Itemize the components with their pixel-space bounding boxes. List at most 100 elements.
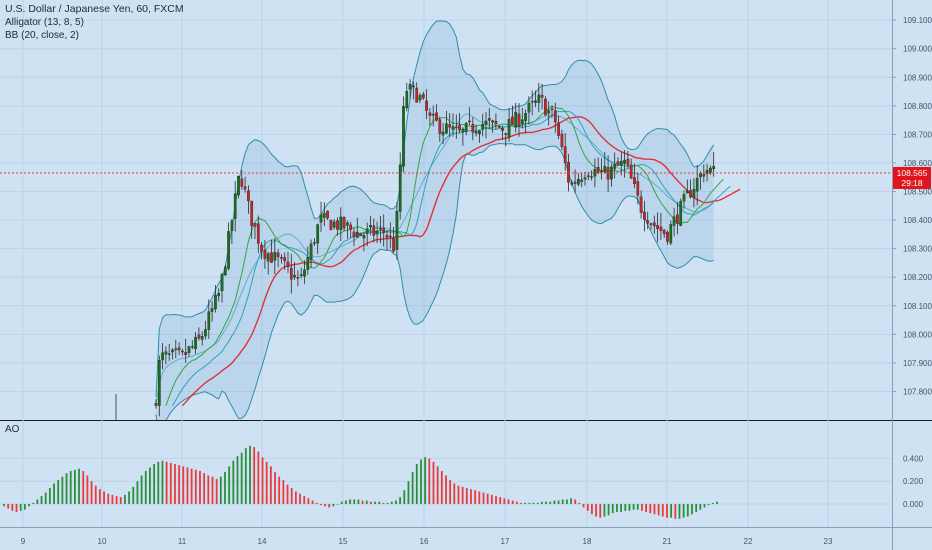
- candle: [689, 179, 692, 199]
- ao-bar: [57, 480, 60, 504]
- ao-bar: [395, 500, 397, 504]
- candle-body: [319, 214, 323, 223]
- ao-bar: [19, 504, 22, 511]
- candle: [573, 169, 577, 193]
- ao-bar: [278, 476, 281, 504]
- candle: [454, 114, 458, 139]
- ao-bar: [32, 502, 35, 504]
- y-tick-label: 108.500: [903, 188, 932, 197]
- candle-body: [431, 113, 435, 116]
- candle-body: [689, 189, 692, 198]
- ao-bar: [378, 501, 381, 504]
- candle: [682, 190, 686, 209]
- candle: [296, 270, 300, 287]
- candle: [481, 113, 485, 137]
- candle: [405, 82, 409, 112]
- ao-bar: [415, 464, 418, 504]
- ao-bar: [86, 475, 89, 504]
- candle-body: [339, 216, 343, 231]
- ao-bar: [111, 494, 114, 504]
- candle-body: [468, 120, 471, 123]
- candle: [369, 215, 372, 236]
- candle-body: [458, 124, 461, 131]
- candle: [643, 200, 646, 232]
- ao-bar: [532, 502, 535, 504]
- candle: [662, 229, 666, 239]
- ao-bar: [670, 504, 673, 518]
- candle: [550, 105, 554, 118]
- ao-bar: [707, 504, 710, 506]
- candle-body: [586, 175, 590, 177]
- y-tick-label: 109.100: [903, 16, 932, 25]
- ao-bar: [311, 500, 314, 504]
- ao-bar: [403, 490, 406, 504]
- candle-body: [190, 346, 194, 348]
- y-tick-label: 108.700: [903, 130, 932, 139]
- x-tick-label: 14: [258, 537, 267, 546]
- candle: [583, 171, 587, 186]
- candle-body: [596, 167, 600, 173]
- y-tick-label: 108.800: [903, 102, 932, 111]
- ao-bar: [336, 504, 339, 505]
- candle: [204, 320, 207, 340]
- candle: [167, 344, 171, 361]
- candle-body: [207, 311, 211, 330]
- candle-body: [583, 177, 587, 180]
- ao-bar: [186, 467, 189, 504]
- ao-bar: [124, 494, 126, 504]
- ao-bar: [115, 496, 118, 504]
- ao-bar: [482, 492, 485, 504]
- alligator-legend[interactable]: Alligator (13, 8, 5): [5, 17, 84, 28]
- candle: [425, 89, 428, 120]
- candle-body: [481, 123, 485, 130]
- y-tick-label: 108.000: [903, 330, 932, 339]
- candle-body: [464, 122, 468, 132]
- symbol-title[interactable]: U.S. Dollar / Japanese Yen, 60, FXCM: [5, 3, 184, 15]
- candle-body: [616, 161, 620, 166]
- ao-bar: [686, 504, 689, 517]
- candle-body: [633, 177, 636, 185]
- ao-bar: [499, 497, 502, 504]
- candle: [619, 152, 623, 176]
- price-tag-value: 108.565: [897, 168, 928, 178]
- candle-body: [412, 85, 415, 88]
- candle-body: [656, 225, 659, 229]
- bb-legend[interactable]: BB (20, close, 2): [5, 30, 79, 41]
- candle-body: [161, 352, 164, 361]
- candle-body: [359, 232, 362, 236]
- candle-body: [445, 123, 448, 134]
- ao-bar: [540, 501, 543, 504]
- candle: [666, 230, 669, 245]
- bb-fill: [156, 20, 714, 420]
- candle-body: [237, 175, 240, 196]
- candle: [672, 207, 676, 237]
- candle: [504, 133, 508, 147]
- ao-bar: [486, 493, 489, 504]
- candle: [276, 249, 280, 268]
- candle: [154, 399, 158, 409]
- candle: [461, 127, 465, 146]
- candle-body: [309, 243, 313, 261]
- candle: [217, 288, 221, 302]
- candle: [398, 152, 402, 220]
- candle-body: [250, 200, 254, 226]
- candles: [154, 79, 716, 417]
- ao-bar: [440, 470, 443, 504]
- ao-bar: [324, 504, 326, 507]
- ao-bar: [194, 469, 197, 504]
- candle-body: [560, 133, 564, 147]
- candle-body: [263, 249, 267, 259]
- ao-bar: [73, 469, 76, 504]
- ao-bar: [474, 490, 477, 504]
- candle-body: [296, 277, 300, 279]
- candle-body: [299, 274, 303, 276]
- y-tick-label: 108.400: [903, 216, 932, 225]
- ao-legend[interactable]: AO: [5, 424, 20, 435]
- candle-body: [474, 131, 478, 134]
- candle-body: [388, 235, 392, 238]
- ao-bar: [315, 502, 318, 504]
- candle: [250, 200, 254, 239]
- candle: [448, 113, 452, 137]
- candle-body: [214, 294, 217, 310]
